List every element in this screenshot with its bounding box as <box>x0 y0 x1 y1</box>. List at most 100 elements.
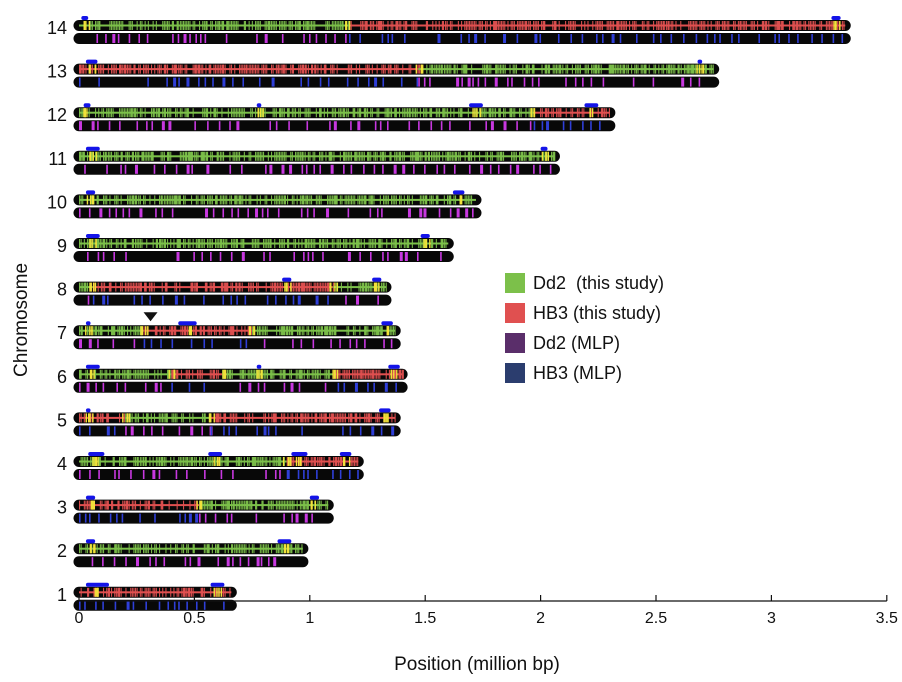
marker-stripe-dd2 <box>138 326 140 336</box>
marker-stripe-hb3 <box>792 21 795 30</box>
marker-stripe-hb3 <box>365 64 367 74</box>
marker-stripe-dd2 <box>282 108 284 118</box>
marker-stripe-dd2 <box>184 239 186 248</box>
marker-stripe-dd2 <box>543 151 545 161</box>
mlp-stripe-dd2 <box>207 121 209 131</box>
marker-stripe-hb3 <box>79 64 82 74</box>
marker-stripe-dd2 <box>151 108 153 118</box>
marker-stripe-hb3 <box>167 64 169 74</box>
mlp-stripe-hb3 <box>619 34 622 43</box>
marker-stripe-dd2 <box>283 239 285 248</box>
marker-stripe-hb3 <box>461 21 463 30</box>
marker-stripe-dd2 <box>104 195 106 205</box>
marker-stripe-dd2 <box>93 457 95 466</box>
marker-stripe-hb3 <box>776 21 779 30</box>
marker-stripe-dd2 <box>469 151 471 161</box>
marker-stripe-hb3 <box>568 21 570 30</box>
marker-stripe-dd2 <box>509 64 511 74</box>
mlp-stripe-dd2 <box>261 208 264 218</box>
marker-stripe-hb3 <box>120 282 122 292</box>
mlp-stripe-hb3 <box>382 77 385 87</box>
marker-stripe-dd2 <box>331 21 333 30</box>
marker-stripe-dd2 <box>395 151 397 161</box>
marker-stripe-hb3 <box>416 21 418 30</box>
mlp-stripe-dd2 <box>533 164 535 174</box>
crossover-marker <box>213 413 215 423</box>
marker-stripe-hb3 <box>197 64 200 74</box>
marker-stripe-hb3 <box>301 64 304 74</box>
legend-swatch-hb3-mlp <box>505 363 525 383</box>
marker-stripe-dd2 <box>544 64 547 74</box>
marker-stripe-dd2 <box>195 195 197 205</box>
marker-stripe-dd2 <box>216 195 218 205</box>
marker-stripe-hb3 <box>190 282 193 292</box>
marker-stripe-dd2 <box>235 500 237 510</box>
marker-dash <box>85 408 91 413</box>
marker-stripe-dd2 <box>203 195 205 205</box>
marker-stripe-dd2 <box>435 151 437 161</box>
mlp-stripe-dd2 <box>689 77 692 87</box>
marker-stripe-hb3 <box>609 21 611 30</box>
mlp-stripe-hb3 <box>141 295 143 305</box>
marker-stripe-dd2 <box>432 195 434 205</box>
mlp-stripe-dd2 <box>171 208 174 218</box>
marker-stripe-dd2 <box>300 369 303 379</box>
marker-stripe-dd2 <box>319 326 321 336</box>
mlp-stripe-dd2 <box>194 121 196 131</box>
marker-stripe-dd2 <box>528 64 530 74</box>
marker-stripe-hb3 <box>182 326 184 336</box>
marker-stripe-dd2 <box>383 195 385 205</box>
marker-stripe-dd2 <box>250 151 252 161</box>
marker-stripe-hb3 <box>224 587 226 597</box>
marker-stripe-hb3 <box>481 21 483 30</box>
marker-stripe-hb3 <box>119 64 122 74</box>
marker-stripe-dd2 <box>232 500 235 510</box>
marker-stripe-dd2 <box>333 239 335 248</box>
marker-stripe-dd2 <box>239 151 241 161</box>
marker-stripe-hb3 <box>235 282 238 292</box>
marker-stripe-dd2 <box>296 500 298 510</box>
marker-stripe-dd2 <box>170 239 172 248</box>
x-tick-label: 2.5 <box>645 610 667 627</box>
marker-stripe-hb3 <box>659 21 661 30</box>
marker-stripe-dd2 <box>368 282 370 292</box>
marker-stripe-dd2 <box>155 21 157 30</box>
mlp-stripe-hb3 <box>371 426 375 436</box>
marker-stripe-hb3 <box>320 457 323 466</box>
marker-stripe-hb3 <box>657 21 659 30</box>
mlp-stripe-dd2 <box>523 77 526 87</box>
marker-stripe-dd2 <box>394 326 396 336</box>
mlp-stripe-dd2 <box>86 382 90 392</box>
marker-stripe-hb3 <box>285 64 287 74</box>
marker-stripe-hb3 <box>136 282 138 292</box>
crossover-marker <box>460 195 463 205</box>
marker-stripe-dd2 <box>418 239 420 248</box>
marker-stripe-dd2 <box>144 369 146 379</box>
marker-stripe-dd2 <box>176 544 178 554</box>
marker-stripe-hb3 <box>344 369 346 379</box>
marker-stripe-dd2 <box>131 151 134 161</box>
marker-stripe-dd2 <box>309 239 311 248</box>
marker-stripe-dd2 <box>391 239 393 248</box>
x-tick-label: 1 <box>305 610 314 627</box>
crossover-marker <box>89 544 92 554</box>
marker-stripe-hb3 <box>485 21 487 30</box>
mlp-stripe-dd2 <box>230 513 233 523</box>
marker-stripe-dd2 <box>255 369 257 379</box>
crossover-marker <box>425 239 428 248</box>
marker-stripe-dd2 <box>240 500 242 510</box>
marker-stripe-hb3 <box>529 21 531 30</box>
marker-stripe-hb3 <box>210 64 212 74</box>
marker-stripe-dd2 <box>399 239 401 248</box>
marker-stripe-dd2 <box>170 369 172 379</box>
marker-stripe-hb3 <box>721 21 723 30</box>
marker-stripe-dd2 <box>270 369 273 379</box>
marker-stripe-dd2 <box>291 108 293 118</box>
mlp-stripe-hb3 <box>599 121 601 131</box>
marker-stripe-dd2 <box>349 239 351 248</box>
marker-dash <box>208 452 223 456</box>
marker-stripe-dd2 <box>295 239 297 248</box>
marker-stripe-dd2 <box>255 151 257 161</box>
marker-stripe-dd2 <box>242 195 244 205</box>
marker-stripe-dd2 <box>256 151 258 161</box>
